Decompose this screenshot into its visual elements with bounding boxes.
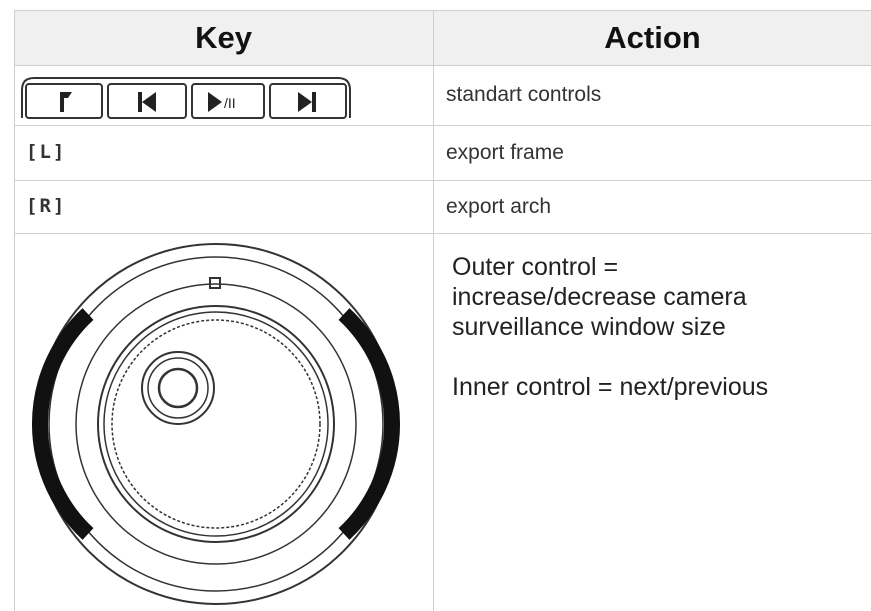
- row-border: [14, 180, 871, 181]
- key-text: [L]: [26, 141, 67, 163]
- header-action: Action: [604, 20, 701, 55]
- paragraph: Inner control = next/previous: [452, 372, 862, 402]
- key-text: [R]: [26, 195, 67, 217]
- line: Inner control = next/previous: [452, 373, 769, 401]
- paragraph: Outer control = increase/decrease camera…: [452, 252, 862, 342]
- action-description: Outer control = increase/decrease camera…: [452, 252, 862, 402]
- action-text: export arch: [446, 195, 552, 218]
- row-border: [14, 233, 871, 234]
- line: surveillance window size: [452, 313, 726, 341]
- header-key: Key: [195, 20, 252, 55]
- col-border: [14, 10, 15, 611]
- header-row-bg: [14, 10, 871, 65]
- col-border: [433, 10, 434, 611]
- action-text: export frame: [446, 141, 564, 164]
- line: Outer control =: [452, 253, 619, 281]
- action-text: standart controls: [446, 83, 602, 106]
- control-buttons: /II: [21, 77, 351, 119]
- row-border: [14, 10, 871, 11]
- line: increase/decrease camera: [452, 283, 747, 311]
- row-border: [14, 65, 871, 66]
- row-border: [14, 125, 871, 126]
- svg-text:/II: /II: [224, 95, 236, 111]
- control-knob: [32, 243, 400, 605]
